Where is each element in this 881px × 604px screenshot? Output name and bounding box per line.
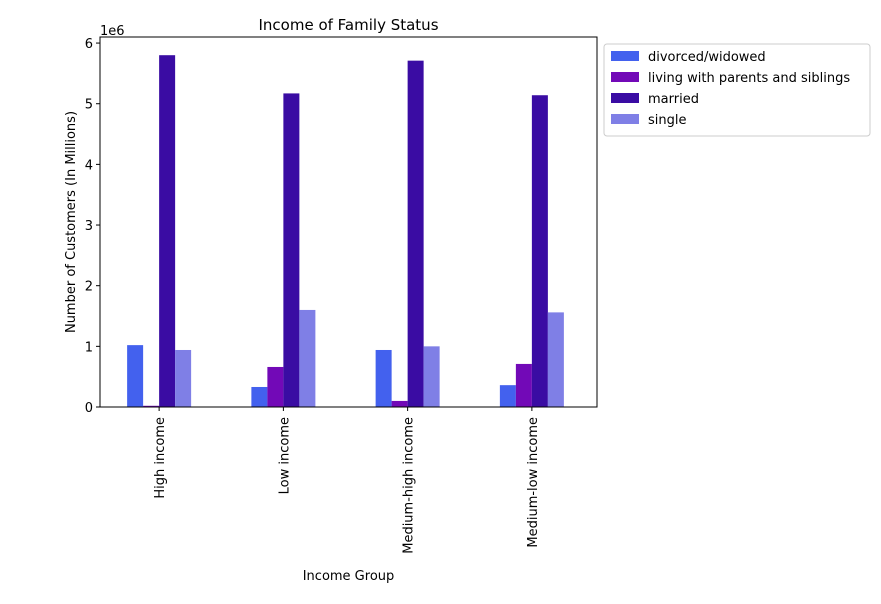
x-tick-label: High income xyxy=(153,417,168,499)
bars-group xyxy=(127,55,564,408)
y-tick-label: 4 xyxy=(85,158,93,173)
x-axis-label: Income Group xyxy=(303,569,395,584)
bar xyxy=(547,312,564,407)
bar xyxy=(251,386,268,407)
legend-box xyxy=(603,43,871,137)
legend-label: living with parents and siblings xyxy=(648,71,850,86)
bar xyxy=(407,60,424,408)
y-axis-ticks: 0 1 2 3 4 5 6 xyxy=(85,37,100,416)
legend-swatch xyxy=(611,72,639,82)
y-tick-label: 6 xyxy=(85,37,93,52)
y-axis-label: Number of Customers (In Millions) xyxy=(64,111,79,333)
plot-area-frame xyxy=(99,36,598,408)
bar xyxy=(283,93,300,407)
y-tick-label: 2 xyxy=(85,280,93,295)
legend-swatch xyxy=(611,51,639,61)
x-tick-label: Medium-high income xyxy=(402,417,417,554)
y-axis-offset-label: 1e6 xyxy=(100,24,125,39)
chart-title: Income of Family Status xyxy=(258,16,438,34)
legend-swatch xyxy=(611,93,639,103)
bar xyxy=(515,363,532,407)
bar xyxy=(499,385,516,407)
y-tick-label: 0 xyxy=(85,401,93,416)
bar xyxy=(127,345,144,407)
bar xyxy=(175,349,192,407)
y-tick-label: 5 xyxy=(85,98,93,113)
bar xyxy=(531,95,548,408)
bar xyxy=(375,349,392,407)
bar xyxy=(423,346,440,407)
legend-swatch xyxy=(611,114,639,124)
bar xyxy=(267,366,284,407)
bar xyxy=(391,400,408,407)
x-tick-label: Medium-low income xyxy=(526,417,541,548)
bar xyxy=(299,309,316,407)
legend: divorced/widowed living with parents and … xyxy=(603,43,871,137)
x-tick-label: Low income xyxy=(277,417,292,494)
x-axis-ticks: High income Low income Medium-high income M… xyxy=(153,407,541,554)
legend-label: divorced/widowed xyxy=(648,50,766,65)
y-tick-label: 1 xyxy=(85,340,93,355)
bar xyxy=(143,405,160,407)
bar xyxy=(159,55,176,408)
y-tick-label: 3 xyxy=(85,219,93,234)
legend-label: single xyxy=(648,113,687,128)
legend-label: married xyxy=(648,92,699,107)
